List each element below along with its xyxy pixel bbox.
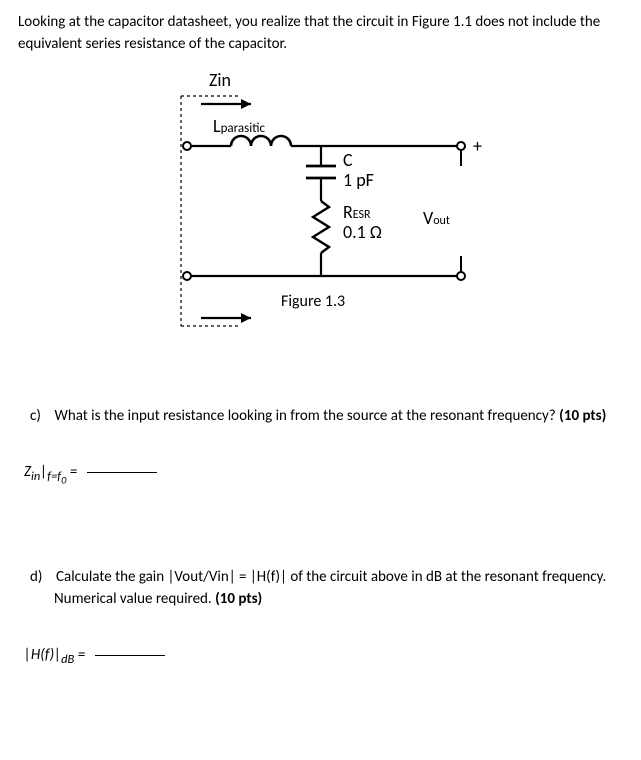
question-d: d) Calculate the gain |Vout/Vin| = |H(f)…: [54, 567, 623, 611]
ansc-eq: =: [70, 463, 77, 481]
ansc-z: Z: [24, 463, 31, 481]
intro-text: Looking at the capacitor datasheet, you …: [18, 12, 623, 56]
question-d-text1: Calculate the gain |Vout/Vin| = |H(f)| o…: [56, 568, 606, 586]
cap-label: C: [343, 149, 353, 171]
question-c-text: What is the input resistance looking in …: [54, 407, 555, 425]
question-d-points: (10 pts): [215, 590, 262, 608]
vout-label: Vout: [423, 207, 450, 229]
question-d-text2: Numerical value required.: [54, 590, 212, 608]
figure-caption: Figure 1.3: [281, 292, 345, 311]
question-c-prefix: c): [30, 407, 41, 425]
cap-value: 1 pF: [343, 169, 374, 191]
resr-label: RESR: [343, 201, 371, 223]
ansd-bar1: |: [24, 646, 31, 664]
ansc-ff: f=f: [47, 469, 61, 484]
ansd-db: dB: [61, 652, 74, 667]
question-d-prefix: d): [30, 568, 42, 586]
question-c: c) What is the input resistance looking …: [54, 406, 623, 428]
ansc-blank: [87, 472, 157, 473]
ansc-in: in: [31, 469, 40, 484]
figure-wrap: Zin Lparasitic: [18, 66, 623, 366]
ansc-f0: 0: [61, 474, 66, 487]
ansd-H: H: [31, 646, 40, 664]
answer-d-line: |H(f)|dB =: [24, 646, 623, 667]
lparasitic-label: Lparasitic: [213, 115, 265, 137]
ansd-blank: [95, 655, 165, 656]
figure-1-3: Zin Lparasitic: [141, 66, 501, 366]
question-c-points: (10 pts): [559, 407, 606, 425]
resr-value: 0.1 Ω: [343, 221, 382, 243]
ansd-f: (f): [40, 646, 54, 664]
zin-label: Zin: [209, 69, 231, 91]
ansd-eq: =: [78, 646, 85, 664]
answer-c-line: Zin|f=f0 =: [24, 463, 623, 487]
plus-sign: +: [473, 135, 482, 157]
